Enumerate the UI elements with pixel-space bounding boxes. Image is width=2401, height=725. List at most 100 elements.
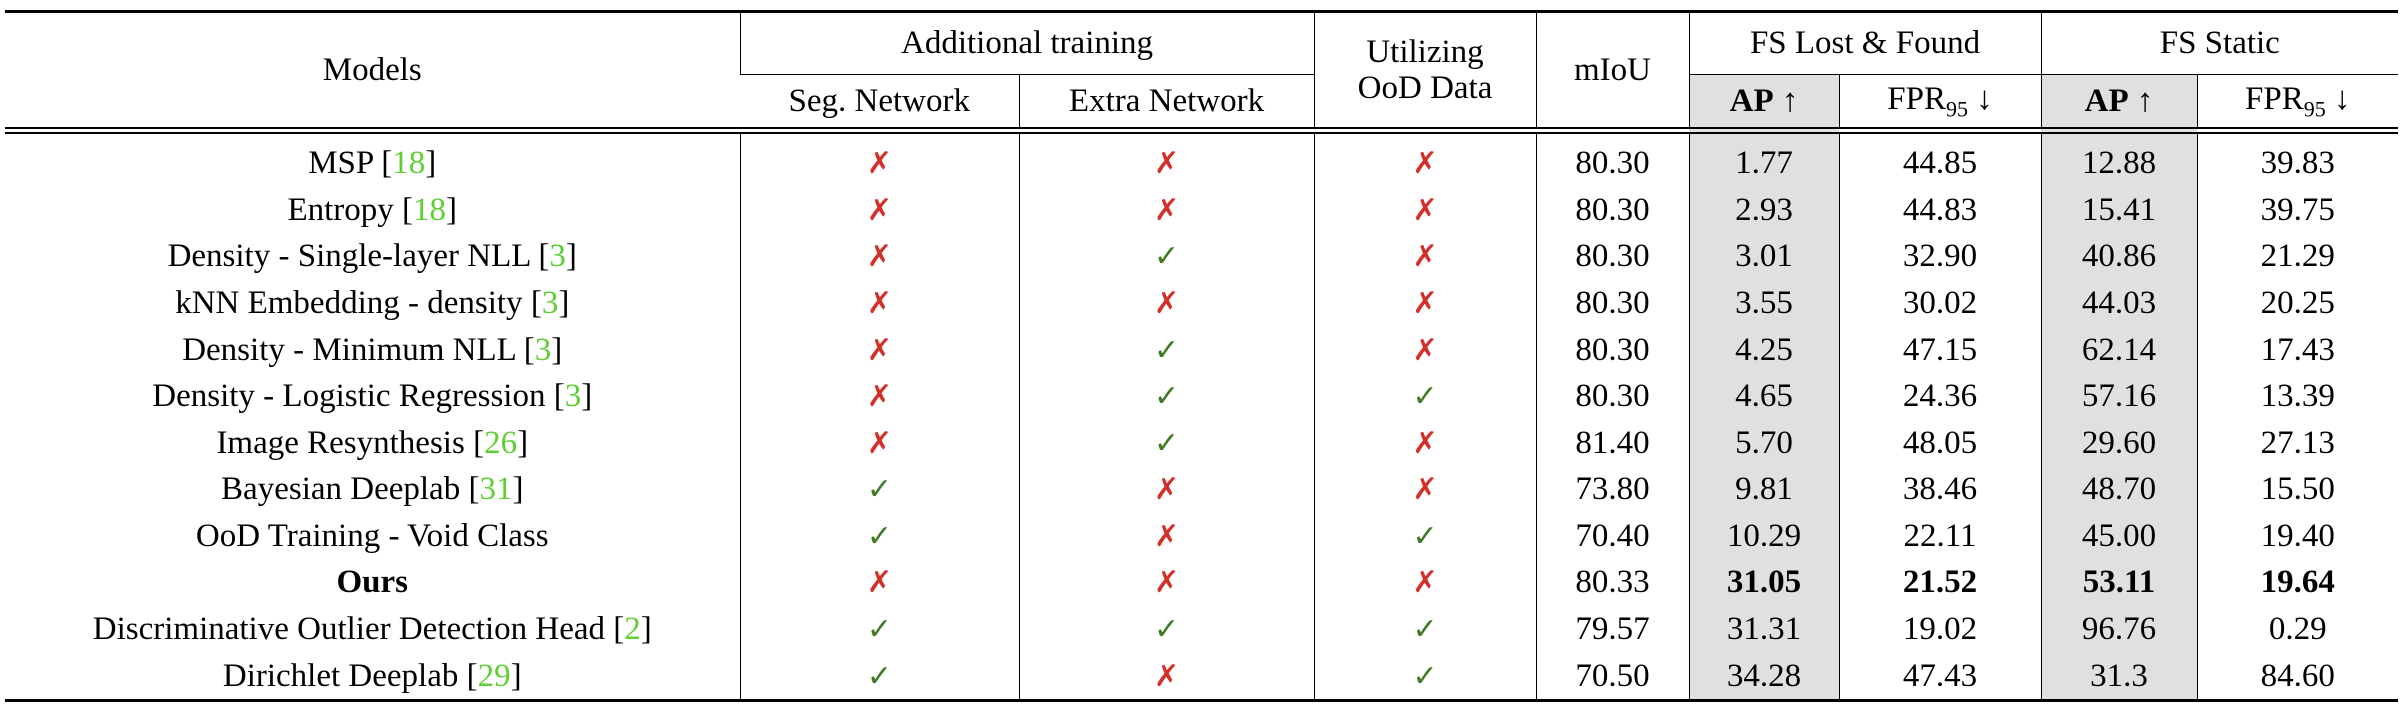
citation: 3 (534, 331, 552, 368)
metric-cell: 19.64 (2196, 559, 2399, 606)
bracket: [ (523, 331, 535, 368)
metric-cell: 24.36 (1838, 372, 2042, 420)
miou-cell: 80.30 (1535, 233, 1690, 280)
metric-cell: 27.13 (2196, 419, 2399, 467)
model-name: kNN Embedding - density (175, 284, 523, 321)
cross-mark: ✗ (1153, 658, 1180, 694)
metric-cell: 2.93 (1688, 186, 1840, 234)
metric-cell: 44.85 (1838, 130, 2042, 187)
table-row: Density - Single-layer NLL [3] ✗ ✓ ✗ 80.30 3.… (5, 233, 2399, 280)
bracket: ] (510, 657, 522, 694)
metric-cell: 0.29 (2196, 605, 2399, 653)
miou-cell: 80.33 (1535, 559, 1690, 606)
mark-cell: ✗ (739, 372, 1019, 420)
metric-cell: 44.03 (2040, 279, 2198, 327)
table-row: Ours ✗ ✗ ✗ 80.33 31.05 21.52 53.11 19.64 (5, 559, 2399, 606)
check-mark: ✓ (1153, 425, 1180, 461)
metric-cell: 20.25 (2196, 279, 2399, 327)
cross-mark: ✗ (1153, 146, 1180, 182)
metric-cell: 19.40 (2196, 512, 2399, 560)
mark-cell: ✓ (739, 466, 1019, 513)
mark-cell: ✗ (1313, 279, 1537, 327)
mark-cell: ✗ (1018, 186, 1315, 234)
miou-cell: 80.30 (1535, 130, 1690, 187)
header-cell: FS Static (2040, 11, 2399, 75)
cross-mark: ✗ (1412, 192, 1438, 228)
mark-cell: ✗ (1313, 186, 1537, 234)
check-mark: ✓ (866, 518, 893, 554)
mark-cell: ✗ (1313, 559, 1537, 606)
cross-mark: ✗ (1412, 285, 1438, 321)
model-cell: Density - Single-layer NLL [3] (5, 233, 740, 280)
metric-cell: 48.70 (2040, 466, 2198, 513)
bracket: [ (466, 657, 478, 694)
header-text: AP (2084, 82, 2129, 119)
cross-mark: ✗ (1412, 565, 1438, 601)
metric-cell: 47.43 (1838, 652, 2042, 701)
metric-cell: 47.15 (1838, 326, 2042, 373)
model-cell: Density - Logistic Regression [3] (5, 373, 740, 420)
metric-cell: 21.29 (2196, 233, 2399, 280)
cross-mark: ✗ (1153, 285, 1180, 321)
metric-cell: 4.65 (1688, 372, 1840, 420)
metric-cell: 12.88 (2040, 130, 2198, 187)
check-mark: ✓ (1412, 612, 1438, 648)
header-text: OoD Data (1357, 70, 1493, 106)
miou-cell: 70.40 (1535, 512, 1690, 560)
model-name: Density - Logistic Regression (152, 378, 546, 415)
cross-mark: ✗ (1412, 239, 1438, 275)
header-text: FPR (2245, 80, 2304, 117)
header-cell: FS Lost & Found (1688, 11, 2042, 75)
metric-cell: 17.43 (2196, 326, 2399, 373)
check-mark: ✓ (1153, 379, 1180, 415)
cross-mark: ✗ (866, 192, 893, 228)
bracket: [ (468, 471, 480, 508)
header-cell: mIoU (1535, 11, 1690, 134)
citation: 18 (413, 191, 447, 228)
metric-cell: 32.90 (1838, 233, 2042, 280)
model-name: MSP (308, 145, 374, 182)
bracket: [ (473, 424, 485, 461)
miou-cell: 80.30 (1535, 372, 1690, 420)
bracket: ] (581, 378, 593, 415)
metric-cell: 9.81 (1688, 466, 1840, 513)
miou-cell: 80.30 (1535, 186, 1690, 234)
check-mark: ✓ (1412, 658, 1438, 694)
bracket: ] (512, 471, 524, 508)
metric-cell: 15.41 (2040, 186, 2198, 234)
mark-cell: ✓ (739, 512, 1019, 560)
header-arrow: ↓ (2334, 80, 2351, 117)
model-cell: MSP [18] (5, 131, 740, 187)
metric-cell: 96.76 (2040, 605, 2198, 653)
cross-mark: ✗ (1153, 565, 1180, 601)
table-row: Image Resynthesis [26] ✗ ✓ ✗ 81.40 5.70 48.05 2… (5, 419, 2399, 467)
metric-cell: 40.86 (2040, 233, 2198, 280)
metric-cell: 15.50 (2196, 466, 2399, 513)
mark-cell: ✗ (1313, 233, 1537, 280)
check-mark: ✓ (1153, 612, 1180, 648)
model-cell: Discriminative Outlier Detection Head [2… (5, 606, 740, 653)
miou-cell: 81.40 (1535, 419, 1690, 467)
mark-cell: ✗ (739, 326, 1019, 373)
metric-cell: 38.46 (1838, 466, 2042, 513)
model-name: Image Resynthesis (216, 424, 465, 461)
citation: 3 (541, 284, 559, 321)
check-mark: ✓ (1412, 379, 1438, 415)
mark-cell: ✗ (739, 186, 1019, 234)
model-name: Density - Single-layer NLL (167, 238, 531, 275)
check-mark: ✓ (866, 658, 893, 694)
citation: 3 (564, 378, 582, 415)
mark-cell: ✗ (1313, 326, 1537, 373)
cross-mark: ✗ (1153, 472, 1180, 508)
mark-cell: ✗ (1018, 559, 1315, 606)
bracket: ] (558, 284, 570, 321)
metric-cell: 31.31 (1688, 605, 1840, 653)
header-sub: 95 (1946, 96, 1968, 122)
miou-cell: 80.30 (1535, 279, 1690, 327)
metric-cell: 48.05 (1838, 419, 2042, 467)
citation: 18 (392, 145, 426, 182)
mark-cell: ✗ (1313, 466, 1537, 513)
mark-cell: ✗ (739, 559, 1019, 606)
cross-mark: ✗ (1412, 146, 1438, 182)
header-cell: FPR95 ↓ (1838, 74, 2042, 134)
